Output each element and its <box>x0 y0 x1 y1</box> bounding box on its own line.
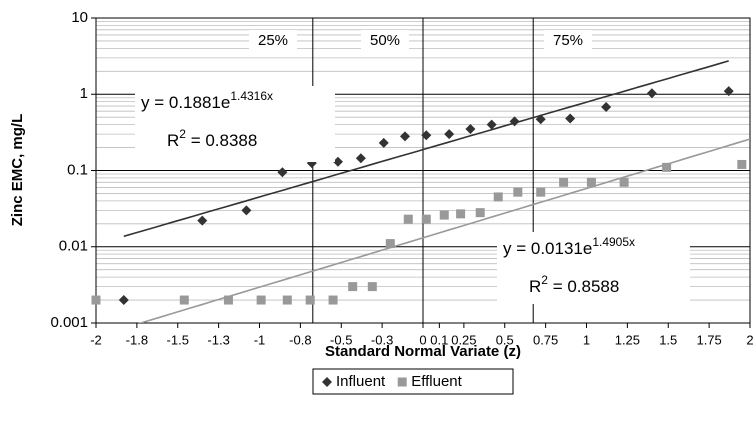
x-tick-label: 0.25 <box>451 332 476 347</box>
data-point <box>439 210 449 220</box>
data-point <box>282 295 292 305</box>
data-point <box>465 124 476 135</box>
x-tick-label: -0.5 <box>330 332 352 347</box>
data-point <box>223 295 233 305</box>
x-tick-label: 1 <box>583 332 590 347</box>
percentile-label-box <box>361 30 409 52</box>
data-point <box>559 177 569 187</box>
equation: y = 0.1881e1.4316x <box>141 89 273 112</box>
data-point <box>509 116 520 127</box>
legend-box <box>312 368 514 395</box>
equation-box <box>135 86 335 162</box>
x-tick-label: 1.25 <box>615 332 640 347</box>
data-point <box>586 177 596 187</box>
data-point <box>348 282 358 292</box>
x-tick-label: 1.5 <box>659 332 677 347</box>
trendline <box>138 138 750 323</box>
data-point <box>118 295 129 306</box>
data-point <box>378 137 389 148</box>
data-point <box>403 214 413 224</box>
legend-marker <box>322 377 332 387</box>
plot-border <box>95 17 751 324</box>
data-point <box>328 295 338 305</box>
data-point <box>400 131 411 142</box>
r-squared: R2 = 0.8388 <box>167 127 257 150</box>
legend: Influent Effluent <box>312 368 514 395</box>
r2-value: = 0.8388 <box>186 131 257 150</box>
y-axis-title: Zinc EMC, mg/L <box>9 114 26 227</box>
data-point <box>456 209 466 219</box>
data-point <box>241 205 252 216</box>
data-point <box>385 239 395 249</box>
x-tick-label: -1 <box>254 332 266 347</box>
y-tick-label: 0.01 <box>59 238 88 255</box>
r2-exponent: 2 <box>541 273 548 287</box>
data-point <box>486 119 497 130</box>
r2-exponent: 2 <box>179 127 186 141</box>
data-point <box>535 114 546 125</box>
equation-base: y = 0.0131e <box>503 239 592 258</box>
y-tick-label: 0.001 <box>50 314 88 331</box>
percentile-label: 25% <box>258 32 288 49</box>
data-point <box>421 214 431 224</box>
data-point <box>619 177 629 187</box>
data-point <box>367 282 377 292</box>
r2-label: R <box>529 277 541 296</box>
legend-label: Effluent <box>411 373 462 390</box>
data-point <box>256 295 266 305</box>
data-point <box>565 113 576 124</box>
data-point <box>662 162 672 172</box>
data-point <box>646 88 657 99</box>
data-point <box>305 295 315 305</box>
legend-label: Influent <box>336 373 386 390</box>
x-tick-label: 0.5 <box>496 332 514 347</box>
data-point <box>91 295 101 305</box>
x-axis-title: Standard Normal Variate (z) <box>325 343 521 360</box>
data-point <box>475 208 485 218</box>
x-tick-label: -1.3 <box>207 332 229 347</box>
data-point <box>421 130 432 141</box>
percentile-label-box <box>249 30 297 52</box>
r2-label: R <box>167 131 179 150</box>
equation: y = 0.0131e1.4905x <box>503 235 635 258</box>
data-point <box>513 187 523 197</box>
data-point <box>723 86 734 97</box>
x-tick-label: -2 <box>90 332 102 347</box>
equation-box <box>497 232 690 304</box>
x-tick-label: 0 <box>419 332 426 347</box>
percentile-label: 50% <box>370 32 400 49</box>
y-tick-label: 1 <box>80 85 88 102</box>
equation-base: y = 0.1881e <box>141 93 230 112</box>
equation-exponent: 1.4905x <box>592 235 635 249</box>
data-point <box>197 215 208 226</box>
y-tick-label: 0.1 <box>67 161 88 178</box>
data-point <box>332 156 343 167</box>
legend-marker <box>397 377 407 387</box>
x-tick-label: -1.5 <box>167 332 189 347</box>
y-tick-label: 10 <box>71 9 88 26</box>
data-point <box>601 102 612 113</box>
x-tick-label: 0.1 <box>430 332 448 347</box>
data-point <box>536 187 546 197</box>
percentile-label-box <box>544 30 592 52</box>
percentile-label: 75% <box>553 32 583 49</box>
x-tick-label: -0.3 <box>371 332 393 347</box>
trendline <box>123 60 729 238</box>
x-tick-label: 2 <box>746 332 753 347</box>
r2-value: = 0.8588 <box>548 277 619 296</box>
x-tick-label: 0.75 <box>533 332 558 347</box>
data-point <box>444 129 455 140</box>
data-point <box>277 167 288 178</box>
data-point <box>179 295 189 305</box>
x-tick-label: -0.8 <box>289 332 311 347</box>
data-point <box>355 153 366 164</box>
x-tick-label: 1.75 <box>696 332 721 347</box>
x-tick-label: -1.8 <box>126 332 148 347</box>
r-squared: R2 = 0.8588 <box>529 273 619 296</box>
data-point <box>737 159 747 169</box>
equation-exponent: 1.4316x <box>230 89 273 103</box>
data-point <box>493 192 503 202</box>
